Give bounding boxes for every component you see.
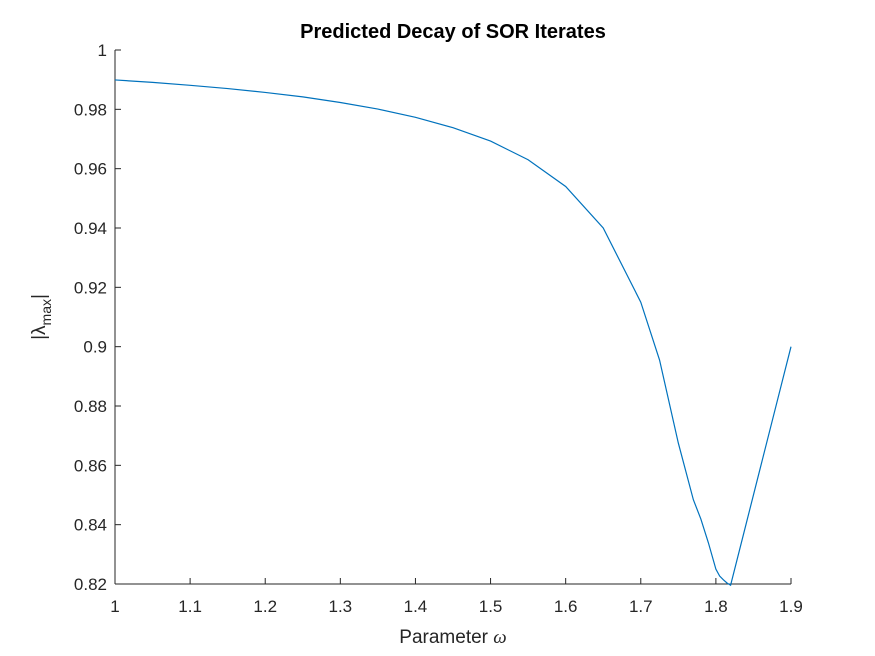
x-tick-label: 1.5 bbox=[479, 597, 503, 616]
y-axis-label-main: |λ bbox=[29, 325, 50, 340]
x-tick-label: 1.8 bbox=[704, 597, 728, 616]
y-tick-label: 0.9 bbox=[83, 338, 107, 357]
x-tick-label: 1.2 bbox=[253, 597, 277, 616]
x-tick-label: 1.9 bbox=[779, 597, 803, 616]
y-tick-label: 0.88 bbox=[74, 397, 107, 416]
y-tick-label: 0.96 bbox=[74, 160, 107, 179]
x-tick-label: 1 bbox=[110, 597, 119, 616]
x-axis-label: Parameter ω bbox=[399, 627, 506, 648]
y-tick-label: 0.86 bbox=[74, 456, 107, 475]
chart-title: Predicted Decay of SOR Iterates bbox=[300, 21, 606, 43]
y-tick-label: 0.98 bbox=[74, 100, 107, 119]
x-tick-label: 1.3 bbox=[329, 597, 353, 616]
axes bbox=[114, 50, 791, 585]
y-axis-label: |λmax| bbox=[29, 294, 54, 340]
y-axis-label-sub: max bbox=[38, 299, 54, 325]
x-tick-label: 1.4 bbox=[404, 597, 428, 616]
x-axis-label-symbol: ω bbox=[493, 627, 506, 648]
x-tick-label: 1.7 bbox=[629, 597, 653, 616]
y-tick-label: 0.84 bbox=[74, 516, 107, 535]
x-tick-label: 1.1 bbox=[178, 597, 202, 616]
series-line bbox=[114, 79, 792, 587]
x-tick-label: 1.6 bbox=[554, 597, 578, 616]
y-ticks: 0.82 0.84 0.86 0.88 0.9 0.92 0.94 0.96 0.98 1 bbox=[74, 41, 121, 594]
x-ticks: 1 1.1 1.2 1.3 1.4 1.5 1.6 1.7 1.8 1.9 bbox=[110, 578, 803, 616]
y-tick-label: 0.94 bbox=[74, 219, 107, 238]
y-axis-label-close: | bbox=[29, 294, 50, 299]
y-tick-label: 1 bbox=[98, 41, 107, 60]
y-tick-label: 0.82 bbox=[74, 575, 107, 594]
x-axis-label-text: Parameter bbox=[399, 627, 493, 648]
y-tick-label: 0.92 bbox=[74, 278, 107, 297]
